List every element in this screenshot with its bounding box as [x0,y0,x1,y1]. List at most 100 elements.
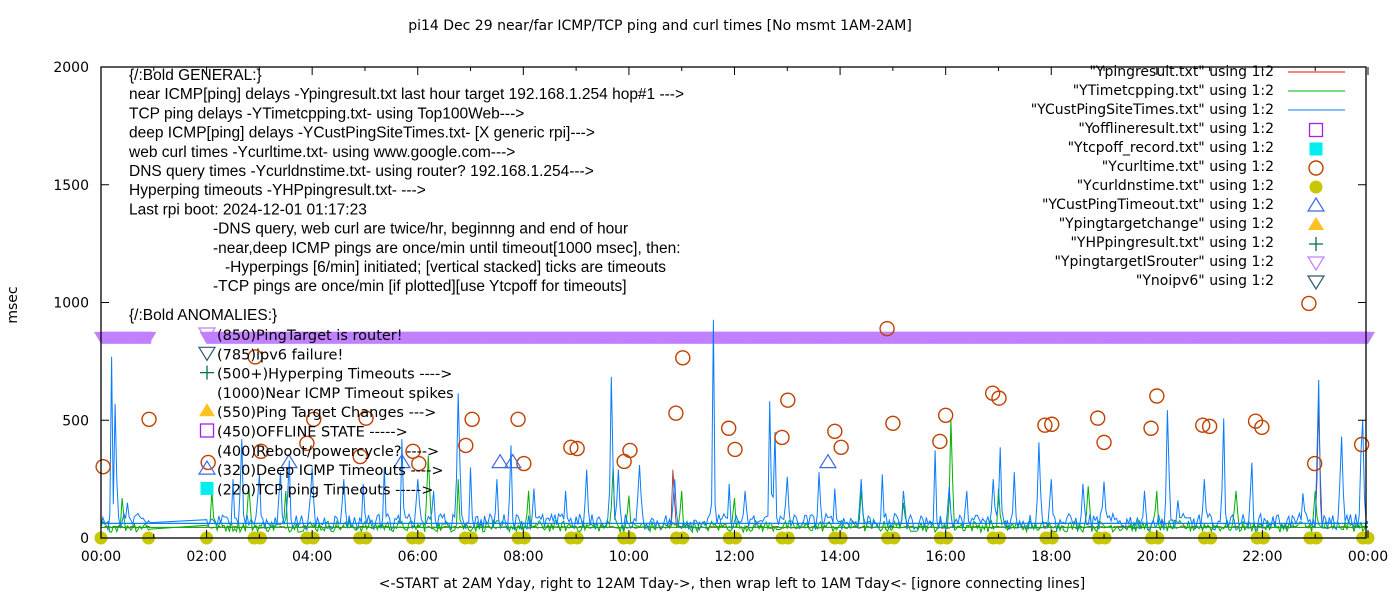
legend-entry-label: "Yofflineresult.txt" using 1:2 [1078,121,1274,137]
anomalies-key: (850)PingTarget is router! (785)ipv6 fail… [197,327,454,498]
legend-entry-label: "YCustPingTimeout.txt" using 1:2 [1042,197,1274,213]
curl-point [668,405,684,421]
annotation-line: TCP ping delays -YTimetcpping.txt- using… [129,105,524,122]
line-series [100,319,1369,535]
y-axis-label: msec [5,286,21,323]
y-tick-label: 2000 [53,60,89,76]
curl-point [1254,419,1270,436]
curl-point [1143,420,1159,436]
curl-point [937,407,954,424]
anomaly-label: (850)PingTarget is router! [217,328,403,344]
legend-marker-icon [1309,237,1323,251]
curl-point [1149,388,1165,404]
curl-point [720,420,737,436]
y-tick-label: 1000 [53,296,89,312]
annotation-line: near ICMP[ping] delays -Ypingresult.txt … [129,86,684,103]
y-tick-label: 500 [62,413,89,429]
x-tick-label: 12:00 [714,549,754,565]
curl-point [1306,455,1323,472]
curl-point [306,411,322,428]
curl-point [1044,416,1060,432]
annotations: {/:Bold GENERAL:} near ICMP[ping] delays … [128,67,684,324]
x-tick-label: 08:00 [503,549,543,565]
legend-entry-label: "Ycurldnstime.txt" using 1:2 [1077,178,1274,194]
series-ycustpingsitetimes [100,319,1369,532]
annotation-line: deep ICMP[ping] delays -YCustPingSiteTim… [129,125,595,142]
curl-point [247,349,263,365]
annotation-line: web curl times -Ycurltime.txt- using www… [128,144,515,161]
curl-point [991,390,1007,406]
x-tick-label: 04:00 [292,549,332,565]
x-tick-label: 10:00 [609,549,649,565]
y-tick-label: 1500 [53,178,89,194]
curl-point [464,411,480,428]
annotation-line: -DNS query, web curl are twice/hr, begin… [213,221,628,238]
x-tick-label: 14:00 [820,549,860,565]
x-tick-label: 20:00 [1137,549,1177,565]
router-band-fill [206,331,1368,344]
curl-point [569,440,585,457]
x-axis-label: <-START at 2AM Yday, right to 12AM Tday-… [379,576,1085,592]
curl-point [932,433,948,450]
curl-point [885,415,901,432]
curl-point [879,320,895,337]
legend-marker-icon [1308,217,1324,230]
anomaly-marker-icon [199,423,215,438]
legend-entry-label: "Ycurltime.txt" using 1:2 [1102,159,1274,175]
annotation-line: -Hyperpings [6/min] initiated; [vertical… [225,259,666,276]
annotation-line: Last rpi boot: 2024-12-01 01:17:23 [129,201,367,218]
router-band-fill [101,331,152,344]
curl-point [299,435,315,452]
curl-point [1090,410,1106,426]
custping-timeout-point [279,453,299,469]
curl-point [833,439,849,456]
legend-marker-icon [1306,256,1326,272]
legend-marker-icon [1309,180,1323,194]
legend-entry-label: "Ynoipv6" using 1:2 [1136,273,1274,289]
curl-point [563,439,579,456]
curl-point [352,448,368,465]
curl-point [727,441,743,458]
x-tick-label: 06:00 [398,549,438,565]
custping-timeout-point [392,453,411,469]
annotation-line: -near,deep ICMP pings are once/min until… [213,240,681,257]
curl-point [95,458,111,475]
x-tick-label: 00:00 [81,549,121,565]
legend-entry-label: "YpingtargetISrouter" using 1:2 [1054,254,1274,270]
anomaly-label: (785)ipv6 failure! [217,347,343,363]
anomaly-marker-icon [200,365,214,380]
anomaly-marker-icon [200,481,214,495]
curl-point [458,437,474,454]
chart-title: pi14 Dec 29 near/far ICMP/TCP ping and c… [408,18,912,34]
anomaly-marker-icon [199,403,215,417]
x-tick-label: 16:00 [925,549,965,565]
curl-point [622,442,638,459]
legend: "Ypingresult.txt" using 1:2 "YTimetcpping… [1031,64,1345,291]
curl-point [411,455,427,472]
anomaly-label: (550)Ping Target Changes ---> [217,405,436,421]
y-tick-label: 0 [80,531,89,547]
anomaly-label: (450)OFFLINE STATE -----> [217,425,408,441]
curl-point [1201,418,1218,435]
series-ypingtargetisrouter [94,331,1375,344]
curl-point [253,443,269,460]
curl-point [616,453,632,470]
anomaly-marker-icon [197,327,217,343]
annotation-line: -TCP pings are once/min [if plotted][use… [213,278,627,295]
curl-point [774,429,790,446]
annotation-line: DNS query times -Ycurldnstime.txt- using… [129,163,594,180]
annotation-line: {/:Bold GENERAL:} [129,67,262,84]
x-tick-label: 02:00 [186,549,226,565]
curl-point [1037,417,1053,433]
curl-point [827,423,843,440]
legend-entry-label: "Ypingtargetchange" using 1:2 [1059,216,1274,232]
x-tick-label: 22:00 [1242,549,1282,565]
axes: 0 500 1000 1500 2000 00:00 02:00 04:00 06:00 08:0… [53,60,1388,565]
anomaly-label: (220)TCP ping Timeouts -----> [217,482,433,498]
curl-point [780,392,796,408]
curl-point [675,350,691,366]
curl-point [405,443,421,460]
curl-point [510,411,526,428]
anomaly-label: (400)Reboot/powercycle? ----> [217,444,439,460]
